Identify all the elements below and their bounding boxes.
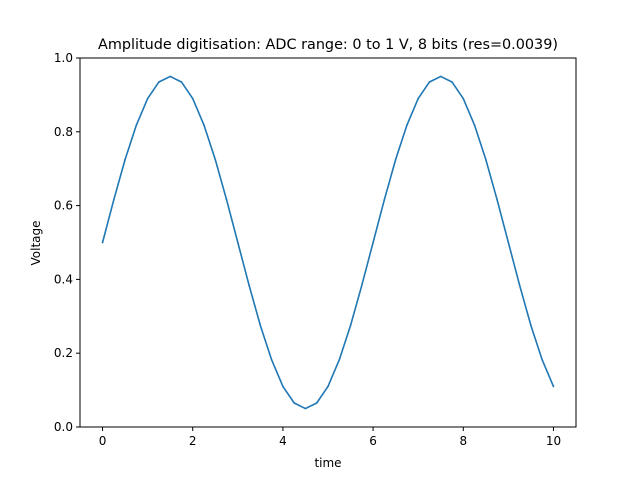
data-point [541,359,543,361]
data-point [394,158,397,161]
y-tick-label: 0.8 [54,125,73,139]
y-tick-label: 0.2 [54,346,73,360]
data-point [327,385,329,388]
chart-title: Amplitude digitisation: ADC range: 0 to … [98,37,558,53]
data-point [383,198,386,201]
data-point [451,81,453,83]
data-point [485,158,487,161]
data-point [158,81,160,83]
y-tick-label: 0.4 [54,272,73,286]
data-point [507,241,510,244]
data-point [101,241,104,244]
data-point [315,402,318,404]
data-point [124,158,126,161]
data-point [146,97,149,100]
x-tick-label: 8 [459,434,467,448]
data-point [417,97,419,100]
data-point [372,241,374,244]
x-tick-label: 4 [279,434,287,448]
data-point [180,81,183,83]
data-point [237,241,239,244]
series-line [101,75,555,410]
x-tick-label: 10 [546,434,561,448]
data-point [203,124,205,126]
data-point [169,75,171,78]
data-point [282,385,284,388]
data-point [248,284,250,287]
data-point [462,97,465,100]
data-point [214,158,217,161]
data-point [473,124,476,126]
data-point [530,324,532,327]
data-point [225,198,228,201]
data-point [439,75,442,78]
x-tick-label: 0 [99,434,107,448]
plot-area: 0 2 4 6 8 10 0.0 0.2 0.4 0.6 0.8 1.0 [54,51,577,448]
data-point [135,124,138,126]
series-layer [101,75,555,410]
data-point [552,385,555,388]
data-point [304,407,307,410]
y-tick-label: 0.0 [54,420,73,434]
data-point [349,324,352,327]
data-point [113,198,115,201]
x-tick-label: 2 [189,434,197,448]
data-point [293,402,295,404]
y-axis-label: Voltage [29,220,43,265]
y-tick-label: 0.6 [54,199,73,213]
data-point [191,97,194,100]
data-point [270,359,273,361]
data-point [361,284,363,287]
y-tick-label: 1.0 [54,51,73,65]
plot-frame [79,57,577,428]
data-point [338,359,341,361]
y-axis-ticks: 0.0 0.2 0.4 0.6 0.8 1.0 [54,51,80,434]
x-axis-ticks: 0 2 4 6 8 10 [99,427,561,448]
data-point [496,198,498,201]
data-point [428,81,431,83]
data-point [406,124,408,126]
data-point [259,324,262,327]
x-axis-label: time [314,456,341,470]
data-point [518,284,521,287]
x-tick-label: 6 [369,434,377,448]
